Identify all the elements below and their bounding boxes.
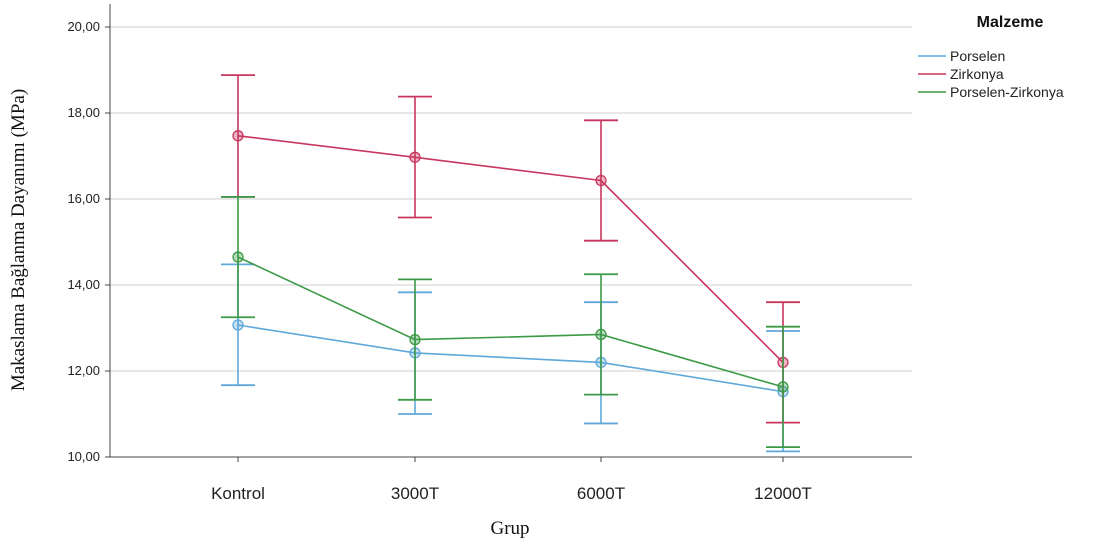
legend: Porselen Zirkonya Porselen-Zirkonya [918,48,1064,100]
data-point [595,174,607,187]
y-tick-label: 10,00 [67,449,100,464]
grid-layer [110,26,912,372]
series-line [237,256,784,388]
data-point [777,381,789,393]
y-axis-title: Makaslama Bağlanma Dayanımı (MPa) [8,89,29,391]
x-tick-label: 3000T [391,484,439,503]
series-line [237,324,784,393]
data-point [409,333,421,346]
series-line [237,134,784,363]
x-tick-label: 12000T [754,484,812,503]
y-tick-label: 12,00 [67,363,100,378]
legend-label: Porselen [950,48,1005,64]
x-axis-title: Grup [490,518,529,539]
data-point [232,130,244,142]
series-porselen-zirkonya [221,195,800,449]
y-tick-label: 18,00 [67,105,100,120]
legend-item: Porselen-Zirkonya [918,84,1064,100]
data-point [232,251,244,263]
axis-layer: 10,00 12,00 14,00 16,00 18,00 20,00 Kontrol 300… [67,4,912,503]
x-tick-label: Kontrol [211,484,265,503]
legend-item: Zirkonya [918,66,1004,82]
legend-label: Zirkonya [950,66,1004,82]
y-tick-label: 14,00 [67,277,100,292]
x-tick-label: 6000T [577,484,625,503]
series-zirkonya [221,74,800,424]
legend-title: Malzeme [977,14,1044,31]
y-tick-label: 20,00 [67,19,100,34]
data-point [595,328,607,341]
legend-item: Porselen [918,48,1005,64]
data-point [232,319,244,331]
y-tick-label: 16,00 [67,191,100,206]
series-layer [221,74,800,453]
legend-label: Porselen-Zirkonya [950,84,1064,100]
data-point [409,151,421,163]
